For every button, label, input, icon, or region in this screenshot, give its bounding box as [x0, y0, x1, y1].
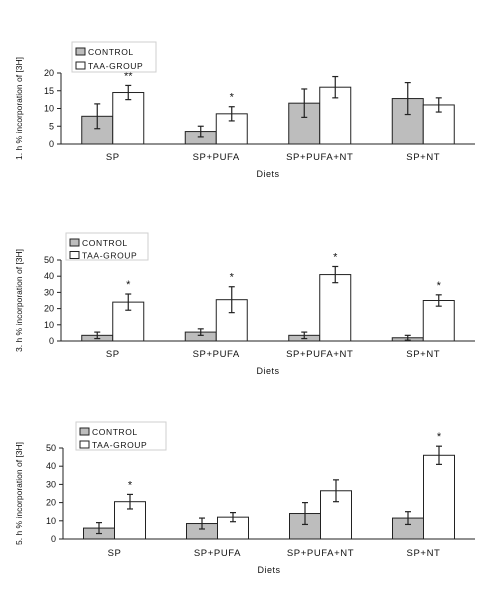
legend-box: [71, 41, 157, 73]
y-tick-label: 10: [44, 320, 54, 330]
y-tick-label: 40: [44, 271, 54, 281]
y-tick-label: 50: [44, 255, 54, 265]
y-tick-label: 20: [46, 498, 56, 508]
y-tick-label: 0: [51, 534, 56, 544]
legend-swatch-taa: [75, 61, 86, 70]
significance-marker: *: [128, 479, 133, 491]
y-tick-label: 5: [49, 121, 54, 131]
legend-label: CONTROL: [88, 47, 134, 57]
bar-taa-2: [319, 274, 352, 342]
y-axis-label: 1. h % incorporation of [3H]: [14, 57, 24, 160]
y-tick-label: 30: [46, 479, 56, 489]
category-label: SP+NT: [407, 548, 441, 559]
legend-label: TAA-GROUP: [82, 251, 137, 261]
category-label: SP+PUFA+NT: [286, 152, 353, 163]
legend-box: [75, 421, 167, 451]
legend-swatch-taa: [69, 251, 80, 259]
category-label: SP+NT: [406, 349, 440, 360]
y-tick-label: 50: [46, 443, 56, 453]
x-axis-label: Diets: [256, 169, 279, 179]
legend-swatch-taa: [79, 440, 90, 449]
category-label: SP: [108, 548, 122, 559]
significance-marker: *: [230, 272, 235, 284]
y-axis-label: 5. h % incorporation of [3H]: [14, 442, 24, 545]
significance-marker: *: [333, 251, 338, 263]
y-tick-label: 20: [44, 68, 54, 78]
category-label: SP+PUFA+NT: [286, 349, 353, 360]
legend-label: CONTROL: [82, 238, 128, 248]
legend-swatch-control: [69, 238, 80, 247]
bar-taa-3: [422, 300, 455, 342]
y-tick-label: 0: [49, 336, 54, 346]
y-tick-label: 40: [46, 461, 56, 471]
y-axis-label: 3. h % incorporation of [3H]: [14, 249, 24, 352]
category-label: SP+NT: [406, 152, 440, 163]
category-label: SP+PUFA: [194, 548, 241, 559]
legend-box: [65, 232, 149, 261]
category-label: SP+PUFA+NT: [287, 548, 354, 559]
y-tick-label: 20: [44, 304, 54, 314]
y-tick-label: 15: [44, 86, 54, 96]
significance-marker: *: [126, 279, 131, 291]
legend-label: TAA-GROUP: [92, 440, 147, 450]
category-label: SP+PUFA: [193, 152, 240, 163]
legend-label: TAA-GROUP: [88, 61, 143, 71]
x-axis-label: Diets: [257, 565, 280, 575]
legend-swatch-control: [75, 47, 86, 56]
bar-taa-2: [320, 490, 352, 540]
significance-marker: *: [437, 431, 442, 443]
significance-marker: **: [124, 70, 133, 82]
x-axis-label: Diets: [256, 366, 279, 376]
y-tick-label: 0: [49, 139, 54, 149]
legend-label: CONTROL: [92, 427, 138, 437]
category-label: SP: [106, 349, 120, 360]
significance-marker: *: [437, 280, 442, 292]
category-label: SP: [106, 152, 120, 163]
y-tick-label: 10: [46, 516, 56, 526]
legend-swatch-control: [79, 427, 90, 436]
significance-marker: *: [230, 92, 235, 104]
category-label: SP+PUFA: [193, 349, 240, 360]
bar-taa-0: [112, 92, 145, 145]
bar-taa-3: [423, 454, 455, 540]
y-tick-label: 10: [44, 104, 54, 114]
y-tick-label: 30: [44, 287, 54, 297]
